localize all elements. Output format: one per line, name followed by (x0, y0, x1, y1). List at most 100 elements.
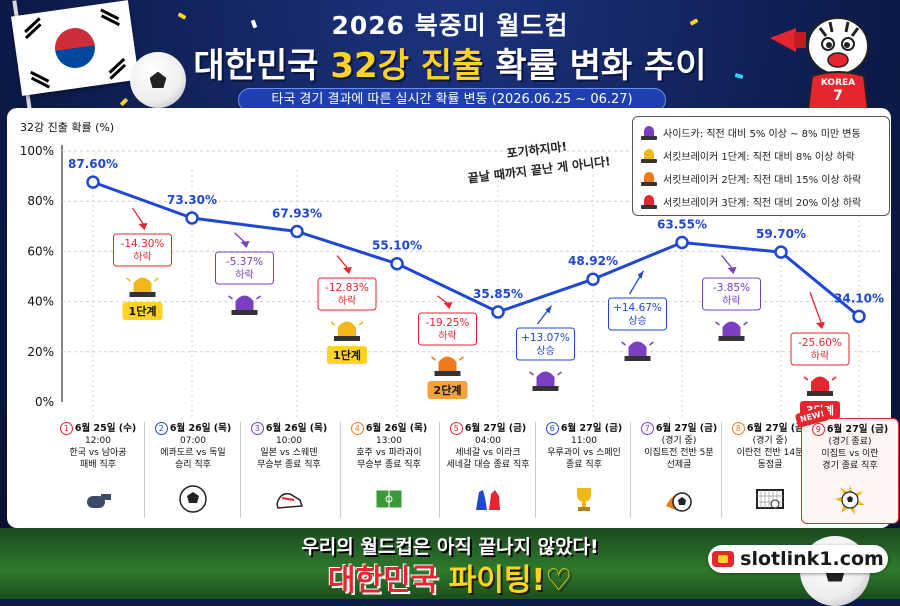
event-number: 7 (640, 422, 654, 435)
point-label: 67.93% (272, 206, 322, 220)
data-point (185, 211, 199, 225)
arrow-head (727, 267, 737, 274)
soccer-ball-icon (178, 484, 208, 514)
data-point (491, 305, 505, 319)
event-date: 6월 26일 (목) (265, 423, 328, 434)
point-label: 87.60% (68, 157, 118, 171)
siren-icon (803, 376, 837, 396)
red-siren-icon (641, 194, 657, 209)
data-point (586, 272, 600, 286)
event-number: 5 (449, 422, 463, 435)
data-point (290, 224, 304, 239)
footer-korea: 대한민국 (327, 563, 449, 598)
title-part-a: 대한민국 (193, 46, 331, 86)
level-badge (327, 346, 367, 364)
event-result: 패배 직후 (80, 460, 116, 470)
event-match: 에콰도르 vs 독일 (160, 448, 226, 458)
change-direction: 상승 (536, 345, 554, 357)
data-point (675, 235, 689, 250)
siren-icon (529, 371, 562, 391)
event-separator (439, 422, 440, 518)
change-box (317, 277, 377, 311)
burst-ball-icon (835, 485, 865, 515)
legend-item-sidecar: 사이드카: 직전 대비 5% 이상 ~ 8% 미만 변동 (641, 125, 861, 140)
change-direction: 하락 (133, 250, 151, 263)
event-result: 세네갈 대승 종료 직후 (446, 460, 530, 470)
soccer-field-icon (374, 484, 404, 514)
change-value: -14.30% (121, 238, 165, 250)
event-match: 세네갈 vs 이라크 (455, 448, 521, 458)
change-direction: 하락 (438, 329, 456, 342)
arrow-head (816, 322, 825, 329)
data-point (852, 309, 866, 324)
event-card: 2 6월 26일 (목) 07:00 에콰도르 vs 독일 승리 직후 (145, 418, 241, 522)
point-label: 34.10% (834, 291, 884, 305)
brand-logo-icon (712, 551, 735, 567)
event-separator (144, 422, 145, 518)
page-title-line1: 2026 북중미 월드컵 (331, 11, 569, 40)
footer-line1: 우리의 월드컵은 아직 끝나지 않았다! (301, 536, 599, 558)
change-arrow (720, 254, 735, 271)
cleat-icon (274, 484, 304, 514)
siren-icon (228, 295, 261, 315)
legend-label: 서킷브레이커 2단계: 직전 대비 15% 이상 하락 (663, 175, 862, 186)
event-date: 6월 27일 (금) (464, 423, 527, 434)
event-time: 11:00 (571, 436, 597, 446)
tiger-mascot-icon: KOREA 7 (770, 6, 890, 111)
event-number: 1 (59, 422, 73, 435)
legend: 사이드카: 직전 대비 5% 이상 ~ 8% 미만 변동 서킷브레이커 1단계:… (632, 116, 890, 216)
point-label: 73.30% (167, 193, 217, 207)
y-axis: 0% 20% 40% 60% 80% 100% (20, 144, 63, 409)
point-label: 35.85% (473, 287, 523, 301)
event-number: 6 (545, 422, 559, 435)
arrow-head (637, 270, 644, 279)
page-title-line2: 대한민국 32강 진출 확률 변화 추이 (0, 38, 900, 87)
change-box (113, 233, 172, 267)
event-match: 우루과이 vs 스페인 (547, 448, 621, 458)
event-timeline: 1 6월 25일 (수) 12:00 한국 vs 남아공 패배 직후 2 6월 26일 (목… (50, 406, 899, 524)
point-label: 63.55% (657, 217, 707, 231)
level-label: 1단계 (129, 304, 157, 318)
y-tick-label: 20% (27, 345, 54, 359)
event-time: (경기 중) (661, 436, 697, 446)
brand-link[interactable]: slotlink1.com (708, 545, 888, 573)
event-result: 경기 종료 직후 (822, 461, 878, 471)
event-number: 2 (154, 422, 168, 435)
siren-icon (330, 321, 364, 341)
change-box (790, 332, 850, 366)
soccer-ball-icon (130, 52, 186, 108)
goal-net-icon (755, 484, 785, 514)
event-card: 6 6월 27일 (금) 11:00 우루과이 vs 스페인 종료 직후 (536, 418, 632, 522)
legend-item-cb2: 서킷브레이커 2단계: 직전 대비 15% 이상 하락 (641, 171, 861, 186)
event-number: 8 (731, 422, 745, 435)
event-time: 10:00 (276, 436, 302, 446)
level-label: 2단계 (434, 383, 462, 397)
event-date: 6월 25일 (수) (74, 423, 137, 434)
siren-icon (715, 321, 748, 341)
arrow-head (138, 223, 148, 230)
y-axis-label: 32강 진출 확률 (%) (20, 121, 114, 134)
legend-item-cb1: 서킷브레이커 1단계: 직전 대비 8% 이상 하락 (641, 148, 855, 163)
point-label: 48.92% (568, 254, 618, 268)
event-time: 07:00 (180, 436, 206, 446)
mascot-shirt-number: 7 (833, 88, 843, 104)
footer-fighting: 파이팅!♡ (448, 563, 573, 598)
legend-label: 서킷브레이커 1단계: 직전 대비 8% 이상 하락 (663, 152, 855, 163)
event-date: 6월 27일 (금) (560, 423, 623, 434)
level-label: 1단계 (333, 348, 361, 362)
y-tick-label: 100% (20, 144, 54, 158)
title-part-b: 확률 변화 추이 (483, 46, 707, 86)
arrow-head (240, 241, 250, 248)
change-value: -19.25% (426, 317, 470, 329)
event-match: 호주 vs 파라과이 (356, 448, 422, 458)
change-value: -12.83% (325, 282, 369, 294)
siren-icon (621, 341, 654, 361)
arrow-head (343, 267, 352, 274)
change-value: -5.37% (226, 256, 263, 268)
event-result: 승리 직후 (175, 460, 211, 470)
event-result: 동점골 (757, 460, 783, 470)
point-label: 59.70% (756, 227, 806, 241)
legend-item-cb3: 서킷브레이커 3단계: 직전 대비 20% 이상 하락 (641, 194, 861, 209)
event-number: 9 (811, 423, 825, 436)
